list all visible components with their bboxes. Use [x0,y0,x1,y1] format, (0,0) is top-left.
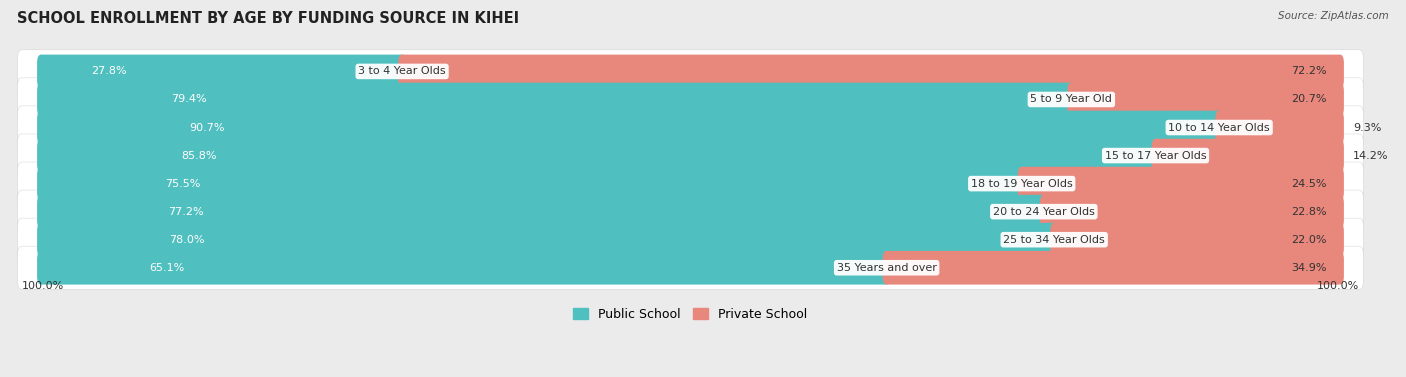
FancyBboxPatch shape [37,139,1160,172]
Text: 3 to 4 Year Olds: 3 to 4 Year Olds [359,66,446,77]
Text: 72.2%: 72.2% [1291,66,1327,77]
FancyBboxPatch shape [1215,111,1344,144]
Text: 90.7%: 90.7% [188,123,225,133]
FancyBboxPatch shape [18,218,1364,261]
FancyBboxPatch shape [1152,139,1344,172]
FancyBboxPatch shape [1050,223,1344,256]
FancyBboxPatch shape [883,251,1344,285]
Text: 100.0%: 100.0% [21,281,63,291]
FancyBboxPatch shape [18,50,1364,93]
Text: 14.2%: 14.2% [1353,150,1389,161]
FancyBboxPatch shape [37,251,890,285]
FancyBboxPatch shape [1018,167,1344,201]
Text: 18 to 19 Year Olds: 18 to 19 Year Olds [972,179,1073,188]
Text: 10 to 14 Year Olds: 10 to 14 Year Olds [1168,123,1270,133]
FancyBboxPatch shape [18,78,1364,121]
Text: 34.9%: 34.9% [1292,263,1327,273]
FancyBboxPatch shape [1040,195,1344,228]
FancyBboxPatch shape [37,111,1223,144]
Text: 20 to 24 Year Olds: 20 to 24 Year Olds [993,207,1095,217]
FancyBboxPatch shape [37,167,1025,201]
Text: 9.3%: 9.3% [1353,123,1381,133]
Text: 77.2%: 77.2% [167,207,204,217]
FancyBboxPatch shape [398,55,1344,88]
FancyBboxPatch shape [37,55,406,88]
Text: 20.7%: 20.7% [1292,95,1327,104]
Text: 22.0%: 22.0% [1292,235,1327,245]
FancyBboxPatch shape [37,223,1059,256]
Text: 79.4%: 79.4% [172,95,207,104]
Text: 78.0%: 78.0% [169,235,204,245]
FancyBboxPatch shape [18,162,1364,205]
Text: 24.5%: 24.5% [1292,179,1327,188]
Text: 100.0%: 100.0% [1317,281,1360,291]
Text: 35 Years and over: 35 Years and over [837,263,936,273]
FancyBboxPatch shape [18,134,1364,177]
Text: 85.8%: 85.8% [181,150,217,161]
FancyBboxPatch shape [18,190,1364,233]
Text: 27.8%: 27.8% [91,66,127,77]
Text: 75.5%: 75.5% [165,179,201,188]
Text: 22.8%: 22.8% [1291,207,1327,217]
Text: 65.1%: 65.1% [149,263,184,273]
FancyBboxPatch shape [37,83,1076,116]
Text: 25 to 34 Year Olds: 25 to 34 Year Olds [1004,235,1105,245]
FancyBboxPatch shape [18,246,1364,289]
Legend: Public School, Private School: Public School, Private School [568,303,813,326]
Text: 5 to 9 Year Old: 5 to 9 Year Old [1031,95,1112,104]
Text: Source: ZipAtlas.com: Source: ZipAtlas.com [1278,11,1389,21]
FancyBboxPatch shape [1067,83,1344,116]
Text: 15 to 17 Year Olds: 15 to 17 Year Olds [1105,150,1206,161]
Text: SCHOOL ENROLLMENT BY AGE BY FUNDING SOURCE IN KIHEI: SCHOOL ENROLLMENT BY AGE BY FUNDING SOUR… [17,11,519,26]
FancyBboxPatch shape [18,106,1364,149]
FancyBboxPatch shape [37,195,1047,228]
